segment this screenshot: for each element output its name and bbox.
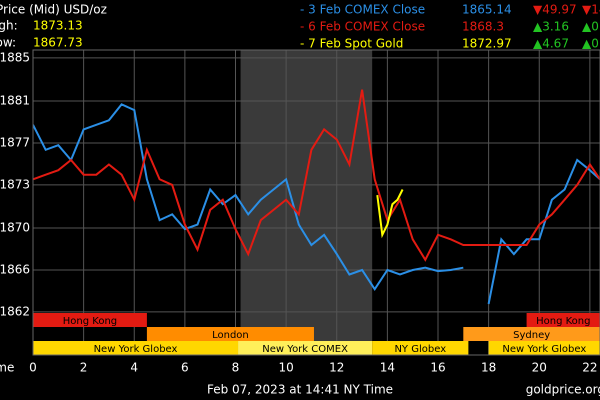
x-tick-label: 10	[278, 361, 293, 375]
session-band	[238, 341, 373, 355]
x-tick-label: 4	[130, 361, 138, 375]
session-label: Hong Kong	[536, 316, 590, 327]
series-line	[33, 89, 600, 262]
y-tick-label: 1881	[0, 94, 30, 108]
chart-title: Price (Mid) USD/oz	[0, 3, 107, 17]
plot-border	[32, 49, 600, 356]
legend-pct: ▼14	[582, 3, 600, 17]
legend-change: ▲4.67	[533, 37, 569, 51]
y-tick-label: 1870	[0, 221, 30, 235]
series-line	[376, 189, 404, 239]
source: goldprice.org	[526, 383, 600, 397]
legend-close: 1865.14	[462, 3, 512, 17]
high-label: High:	[0, 19, 18, 33]
legend-pct: ▲0.17	[582, 20, 600, 34]
x-tick-label: 12	[329, 361, 344, 375]
x-tick-label: 0	[29, 361, 37, 375]
session-label: NY Globex	[394, 344, 446, 355]
x-tick-label: 8	[232, 361, 240, 375]
shaded-region	[240, 50, 373, 355]
low-label: Low:	[0, 36, 16, 50]
session-label: Hong Kong	[63, 316, 117, 327]
x-tick-label: 20	[532, 361, 547, 375]
session-band	[33, 313, 147, 327]
session-label: London	[212, 330, 249, 341]
y-tick-label: 1862	[0, 304, 30, 318]
x-tick-label: 22	[582, 361, 597, 375]
session-label: Sydney	[513, 330, 550, 341]
session-label: New York Globex	[94, 344, 178, 355]
y-tick-label: 1866	[0, 262, 30, 276]
legend-entry: - 7 Feb Spot Gold	[300, 37, 403, 51]
session-label: New York Globex	[502, 344, 586, 355]
session-band	[146, 327, 314, 341]
legend-change: ▼49.97	[533, 3, 577, 17]
footer: Feb 07, 2023 at 14:41 NY Time	[207, 383, 393, 397]
high-value: 1873.13	[33, 19, 83, 33]
session-band	[463, 327, 600, 341]
x-tick-label: 2	[80, 361, 88, 375]
x-tick-label: 14	[380, 361, 395, 375]
plot-area: Hong Kong Hong Kong London Sydney New York G…	[33, 50, 600, 355]
x-axis-label: Time	[0, 361, 14, 375]
session-band	[488, 341, 600, 355]
session-band	[526, 313, 600, 327]
session-label: New York COMEX	[262, 344, 348, 355]
low-value: 1867.73	[33, 36, 83, 50]
session-band	[372, 341, 469, 355]
x-tick-label: 18	[481, 361, 496, 375]
x-tick-label: 6	[181, 361, 189, 375]
session-band	[33, 341, 239, 355]
legend-entry: - 6 Feb COMEX Close	[300, 20, 425, 34]
y-tick-label: 1885	[0, 50, 30, 64]
legend-close: 1868.3	[462, 20, 504, 34]
legend-entry: - 3 Feb COMEX Close	[300, 3, 425, 17]
y-tick-label: 1873	[0, 177, 30, 191]
legend-pct: ▲0.25	[582, 37, 600, 51]
y-tick-label: 1877	[0, 135, 30, 149]
legend-change: ▲3.16	[533, 20, 569, 34]
x-tick-label: 16	[430, 361, 445, 375]
legend-close: 1872.97	[462, 37, 512, 51]
